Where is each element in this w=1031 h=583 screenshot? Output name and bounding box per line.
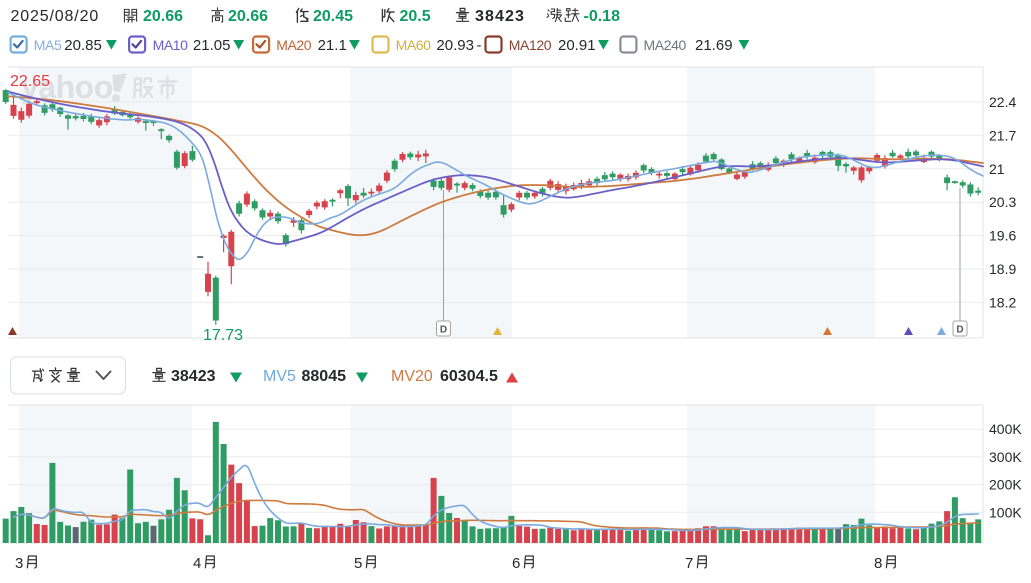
svg-text:18.9: 18.9 xyxy=(989,261,1016,277)
svg-text:18.2: 18.2 xyxy=(989,294,1016,310)
svg-text:20.45: 20.45 xyxy=(313,8,353,25)
svg-text:5: 5 xyxy=(354,555,362,572)
svg-text:MA240: MA240 xyxy=(644,37,687,53)
svg-text:MA120: MA120 xyxy=(509,37,552,53)
svg-text:MV20: MV20 xyxy=(391,368,433,385)
svg-text:-0.18: -0.18 xyxy=(584,8,621,25)
svg-text:21.69: 21.69 xyxy=(695,37,733,54)
svg-text:20.3: 20.3 xyxy=(989,194,1016,210)
svg-text:MV5: MV5 xyxy=(263,368,296,385)
svg-text:MA10: MA10 xyxy=(153,37,189,53)
svg-text:3: 3 xyxy=(15,555,23,572)
svg-text:20.85: 20.85 xyxy=(64,37,102,54)
svg-text:21.1: 21.1 xyxy=(318,37,347,54)
svg-text:400K: 400K xyxy=(989,421,1022,437)
svg-text:60304.5: 60304.5 xyxy=(440,368,498,385)
svg-text:6: 6 xyxy=(512,555,520,572)
svg-text:200K: 200K xyxy=(989,477,1022,493)
svg-text:19.6: 19.6 xyxy=(989,228,1016,244)
svg-text:17.73: 17.73 xyxy=(203,327,243,344)
svg-text:38423: 38423 xyxy=(475,8,525,25)
svg-text:20.66: 20.66 xyxy=(228,8,268,25)
svg-text:22.65: 22.65 xyxy=(10,73,50,90)
svg-text:20.93: 20.93 xyxy=(436,37,474,54)
svg-text:2025/08/20: 2025/08/20 xyxy=(11,8,100,25)
svg-text:8: 8 xyxy=(874,555,882,572)
svg-text:21.05: 21.05 xyxy=(193,37,231,54)
svg-text:MA20: MA20 xyxy=(276,37,312,53)
svg-text:38423: 38423 xyxy=(171,368,216,385)
svg-text:7: 7 xyxy=(685,555,693,572)
svg-text:20.66: 20.66 xyxy=(143,8,183,25)
svg-text:88045: 88045 xyxy=(302,368,347,385)
svg-text:21: 21 xyxy=(989,161,1005,177)
svg-text:D: D xyxy=(440,325,447,336)
svg-text:22.4: 22.4 xyxy=(989,94,1016,110)
svg-text:-: - xyxy=(477,37,482,54)
svg-text:MA5: MA5 xyxy=(34,37,62,53)
svg-text:D: D xyxy=(956,325,963,336)
svg-text:21.7: 21.7 xyxy=(989,127,1016,143)
svg-text:300K: 300K xyxy=(989,449,1022,465)
svg-text:20.5: 20.5 xyxy=(400,8,431,25)
svg-text:MA60: MA60 xyxy=(396,37,432,53)
svg-text:100K: 100K xyxy=(989,504,1022,520)
svg-text:4: 4 xyxy=(193,555,201,572)
svg-text:20.91: 20.91 xyxy=(558,37,596,54)
